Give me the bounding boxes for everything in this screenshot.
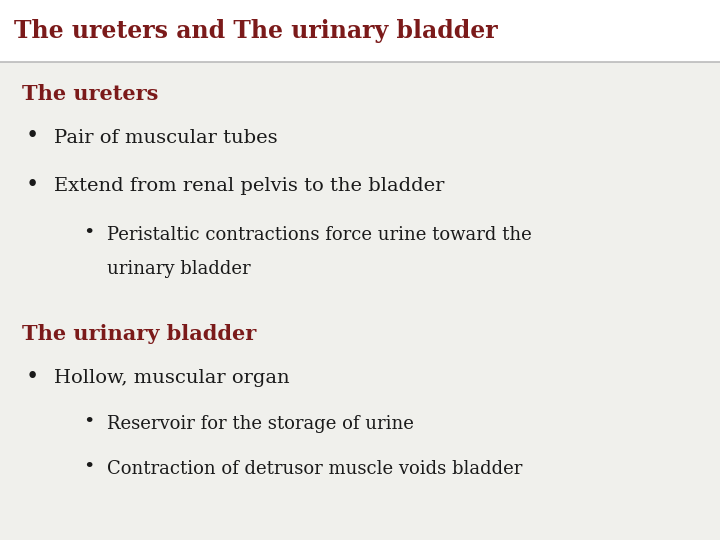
Text: Contraction of detrusor muscle voids bladder: Contraction of detrusor muscle voids bla… bbox=[107, 460, 522, 478]
Text: Reservoir for the storage of urine: Reservoir for the storage of urine bbox=[107, 415, 413, 433]
Text: •: • bbox=[25, 366, 38, 388]
Text: Hollow, muscular organ: Hollow, muscular organ bbox=[54, 369, 289, 387]
Text: •: • bbox=[83, 224, 94, 241]
Text: •: • bbox=[83, 458, 94, 476]
Text: The urinary bladder: The urinary bladder bbox=[22, 324, 256, 344]
Text: Peristaltic contractions force urine toward the: Peristaltic contractions force urine tow… bbox=[107, 226, 531, 244]
Text: •: • bbox=[25, 125, 38, 147]
Text: •: • bbox=[25, 174, 38, 196]
Text: The ureters and The urinary bladder: The ureters and The urinary bladder bbox=[14, 19, 498, 43]
FancyBboxPatch shape bbox=[0, 0, 720, 62]
Text: The ureters: The ureters bbox=[22, 84, 158, 104]
Text: Pair of muscular tubes: Pair of muscular tubes bbox=[54, 129, 278, 146]
Text: •: • bbox=[83, 413, 94, 430]
Text: urinary bladder: urinary bladder bbox=[107, 260, 250, 278]
Text: Extend from renal pelvis to the bladder: Extend from renal pelvis to the bladder bbox=[54, 177, 444, 195]
